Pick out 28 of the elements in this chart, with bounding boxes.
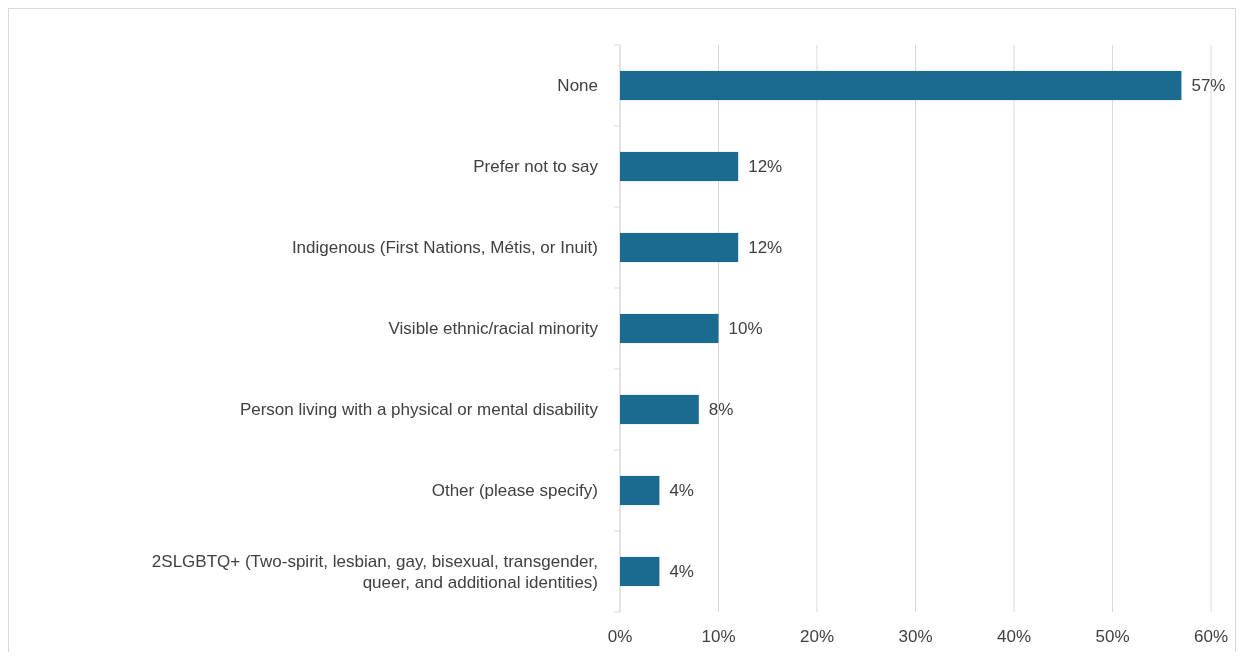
x-tick-label: 30% bbox=[898, 627, 933, 646]
data-label: 12% bbox=[748, 157, 783, 177]
data-label: 10% bbox=[728, 319, 763, 339]
y-tick-label: Visible ethnic/racial minority bbox=[388, 319, 599, 339]
y-tick-label: None bbox=[557, 76, 598, 96]
y-tick-label: Person living with a physical or mental disability bbox=[239, 400, 599, 420]
x-tick-label: 20% bbox=[799, 627, 835, 646]
y-tick-label: Prefer not to say bbox=[473, 157, 599, 177]
data-label: 4% bbox=[669, 562, 694, 582]
y-tick-label: Other (please specify) bbox=[431, 481, 598, 501]
data-label: 57% bbox=[1191, 76, 1226, 96]
data-label: 8% bbox=[708, 400, 734, 420]
x-tick-label: 40% bbox=[996, 627, 1032, 646]
bar bbox=[620, 313, 719, 344]
x-tick-label: 0% bbox=[607, 627, 633, 646]
bar bbox=[620, 151, 739, 182]
bar bbox=[620, 556, 660, 587]
bar bbox=[620, 70, 1182, 101]
bar bbox=[620, 394, 699, 425]
bar bbox=[620, 475, 660, 506]
bar bbox=[620, 232, 739, 263]
x-tick-label: 50% bbox=[1095, 627, 1130, 646]
x-tick-label: 10% bbox=[701, 627, 736, 646]
y-tick-label: Indigenous (First Nations, Métis, or Inuit) bbox=[291, 238, 598, 258]
y-tick-label: 2SLGBTQ+ (Two-spirit, lesbian, gay, bisexual, transgender, queer, and additional identities) bbox=[151, 551, 598, 592]
data-label: 4% bbox=[669, 481, 694, 501]
x-tick-label: 60% bbox=[1193, 627, 1229, 646]
data-label: 12% bbox=[748, 238, 783, 258]
